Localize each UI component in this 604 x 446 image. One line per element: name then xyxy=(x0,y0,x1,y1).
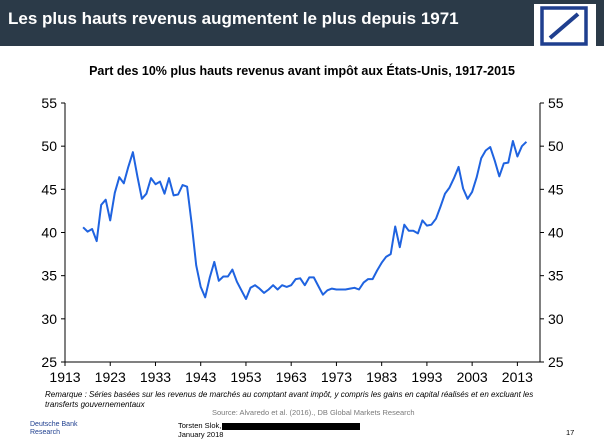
footer-date: January 2018 xyxy=(178,430,224,439)
x-tick-label: 1933 xyxy=(140,369,171,385)
footer-brand-division: Research xyxy=(30,429,60,436)
page-number: 17 xyxy=(566,428,575,437)
x-tick-label: 1923 xyxy=(95,369,126,385)
x-tick-label: 1963 xyxy=(276,369,307,385)
y-tick-label-left: 30 xyxy=(41,311,57,327)
x-tick-label: 1983 xyxy=(366,369,397,385)
y-tick-label-left: 35 xyxy=(41,268,57,284)
y-tick-label-right: 25 xyxy=(548,354,564,370)
footer-author: Torsten Slok, xyxy=(178,421,222,430)
y-tick-label-right: 50 xyxy=(548,138,564,154)
series-line xyxy=(82,140,528,300)
y-tick-label-left: 55 xyxy=(41,95,57,111)
y-tick-label-left: 45 xyxy=(41,181,57,197)
x-tick-label: 1943 xyxy=(185,369,216,385)
y-tick-label-right: 55 xyxy=(548,95,564,111)
x-tick-label: 1993 xyxy=(411,369,442,385)
y-tick-label-right: 45 xyxy=(548,181,564,197)
y-tick-label-left: 40 xyxy=(41,225,57,241)
chart-title: Part des 10% plus hauts revenus avant im… xyxy=(89,64,515,78)
y-tick-label-right: 35 xyxy=(548,268,564,284)
x-tick-label: 1973 xyxy=(321,369,352,385)
y-tick-label-left: 25 xyxy=(41,354,57,370)
slide-title: Les plus hauts revenus augmentent le plu… xyxy=(8,9,459,28)
x-tick-label: 2003 xyxy=(457,369,488,385)
x-tick-label: 1953 xyxy=(230,369,261,385)
redaction-bar xyxy=(222,422,361,430)
footer-brand: Deutsche Bank Research xyxy=(30,421,77,437)
x-tick-label: 2013 xyxy=(502,369,533,385)
deutsche-bank-logo-icon xyxy=(540,6,588,46)
footer-author-block: Torsten Slok, January 2018 xyxy=(178,421,361,439)
y-tick-label-left: 50 xyxy=(41,138,57,154)
y-tick-label-right: 30 xyxy=(548,311,564,327)
x-tick-label: 1913 xyxy=(49,369,80,385)
chart-source: Source: Alvaredo et al. (2016)., DB Glob… xyxy=(212,408,415,417)
y-tick-label-right: 40 xyxy=(548,225,564,241)
header-bar: Les plus hauts revenus augmentent le plu… xyxy=(0,0,604,46)
footer-brand-name: Deutsche Bank xyxy=(30,421,78,428)
chart-remark: Remarque : Séries basées sur les revenus… xyxy=(45,390,534,409)
deutsche-bank-logo xyxy=(534,4,596,46)
